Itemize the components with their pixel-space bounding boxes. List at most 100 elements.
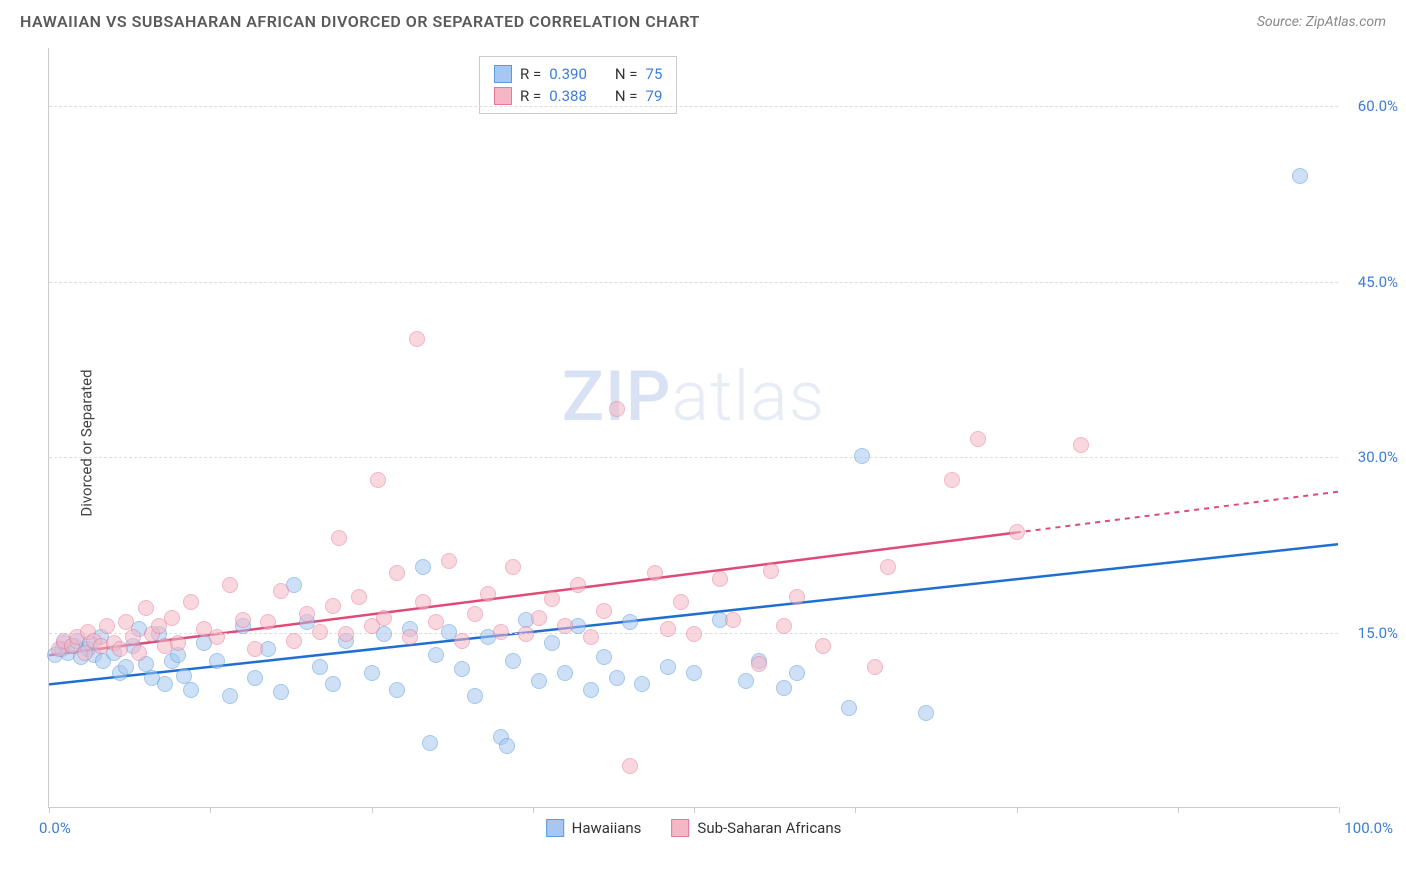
scatter-point <box>725 612 741 628</box>
scatter-point <box>1073 437 1089 453</box>
chart-container: Divorced or Separated ZIPatlas R =0.390N… <box>48 48 1388 838</box>
scatter-point <box>222 577 238 593</box>
legend-swatch <box>494 87 512 105</box>
trend-lines <box>49 48 1338 807</box>
scatter-point <box>164 610 180 626</box>
legend-swatch <box>546 819 564 837</box>
scatter-point <box>505 653 521 669</box>
legend-swatch <box>671 819 689 837</box>
scatter-point <box>557 618 573 634</box>
x-tick <box>855 807 856 813</box>
y-tick-label: 30.0% <box>1358 448 1398 466</box>
n-label: N = <box>615 87 638 105</box>
x-axis-max-label: 100.0% <box>1344 819 1393 837</box>
x-tick <box>533 807 534 813</box>
bottom-legend-item: Hawaiians <box>546 819 642 837</box>
scatter-point <box>441 553 457 569</box>
legend-swatch <box>494 65 512 83</box>
scatter-point <box>312 624 328 640</box>
scatter-point <box>422 735 438 751</box>
scatter-point <box>531 610 547 626</box>
scatter-point <box>299 606 315 622</box>
x-tick <box>1017 807 1018 813</box>
bottom-legend-item: Sub-Saharan Africans <box>671 819 841 837</box>
x-tick <box>1339 807 1340 813</box>
scatter-point <box>583 682 599 698</box>
scatter-point <box>325 676 341 692</box>
scatter-point <box>428 614 444 630</box>
scatter-point <box>763 563 779 579</box>
scatter-point <box>970 431 986 447</box>
scatter-point <box>331 530 347 546</box>
scatter-point <box>402 629 418 645</box>
scatter-point <box>880 559 896 575</box>
gridline <box>49 457 1338 458</box>
chart-title: HAWAIIAN VS SUBSAHARAN AFRICAN DIVORCED … <box>20 12 700 31</box>
scatter-point <box>99 618 115 634</box>
r-label: R = <box>520 65 541 83</box>
legend-label: Hawaiians <box>572 819 642 837</box>
trend-line-dashed <box>1016 492 1338 533</box>
scatter-point <box>273 583 289 599</box>
scatter-point <box>454 661 470 677</box>
scatter-point <box>376 610 392 626</box>
bottom-legend: Hawaiians Sub-Saharan Africans <box>546 819 842 837</box>
scatter-point <box>467 688 483 704</box>
legend-label: Sub-Saharan Africans <box>697 819 841 837</box>
scatter-point <box>209 653 225 669</box>
scatter-point <box>286 633 302 649</box>
scatter-point <box>660 621 676 637</box>
scatter-point <box>209 629 225 645</box>
scatter-point <box>1292 168 1308 184</box>
scatter-point <box>622 614 638 630</box>
scatter-point <box>138 600 154 616</box>
x-tick <box>49 807 50 813</box>
gridline <box>49 106 1338 107</box>
scatter-point <box>493 624 509 640</box>
stats-legend: R = 0.390 N = 75 R = 0.388 N = 79 <box>479 56 677 114</box>
scatter-point <box>647 565 663 581</box>
scatter-point <box>622 758 638 774</box>
scatter-point <box>480 586 496 602</box>
scatter-point <box>609 670 625 686</box>
scatter-point <box>312 659 328 675</box>
scatter-point <box>841 700 857 716</box>
scatter-point <box>751 656 767 672</box>
r-value: 0.390 <box>549 65 587 83</box>
scatter-point <box>118 659 134 675</box>
scatter-point <box>557 665 573 681</box>
scatter-point <box>712 571 728 587</box>
scatter-point <box>776 618 792 634</box>
scatter-point <box>273 684 289 700</box>
r-value: 0.388 <box>549 87 587 105</box>
scatter-point <box>918 705 934 721</box>
x-axis-min-label: 0.0% <box>39 819 71 837</box>
scatter-point <box>634 676 650 692</box>
y-tick-label: 15.0% <box>1358 624 1398 642</box>
scatter-point <box>351 589 367 605</box>
scatter-point <box>867 659 883 675</box>
scatter-point <box>776 680 792 696</box>
source-attribution: Source: ZipAtlas.com <box>1257 14 1386 30</box>
scatter-point <box>854 448 870 464</box>
scatter-point <box>415 559 431 575</box>
y-tick-label: 45.0% <box>1358 273 1398 291</box>
scatter-point <box>686 665 702 681</box>
scatter-point <box>112 641 128 657</box>
scatter-point <box>789 665 805 681</box>
scatter-point <box>222 688 238 704</box>
n-label: N = <box>615 65 638 83</box>
scatter-point <box>1009 524 1025 540</box>
n-value: 79 <box>646 87 663 105</box>
stats-legend-row: R = 0.390 N = 75 <box>494 63 662 85</box>
scatter-point <box>338 626 354 642</box>
r-label: R = <box>520 87 541 105</box>
scatter-point <box>596 649 612 665</box>
n-value: 75 <box>646 65 663 83</box>
scatter-point <box>505 559 521 575</box>
scatter-point <box>583 629 599 645</box>
scatter-point <box>596 603 612 619</box>
watermark: ZIPatlas <box>562 356 826 438</box>
scatter-point <box>544 635 560 651</box>
scatter-point <box>454 633 470 649</box>
